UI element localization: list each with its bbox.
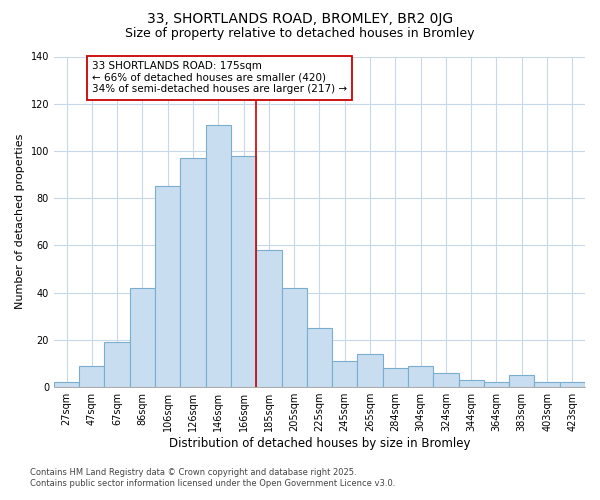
Bar xyxy=(181,158,206,387)
Bar xyxy=(79,366,104,387)
Bar xyxy=(535,382,560,387)
Bar xyxy=(54,382,79,387)
Bar xyxy=(155,186,181,387)
Bar xyxy=(458,380,484,387)
Bar xyxy=(104,342,130,387)
Bar xyxy=(307,328,332,387)
Bar xyxy=(408,366,433,387)
Y-axis label: Number of detached properties: Number of detached properties xyxy=(15,134,25,310)
Text: Size of property relative to detached houses in Bromley: Size of property relative to detached ho… xyxy=(125,28,475,40)
X-axis label: Distribution of detached houses by size in Bromley: Distribution of detached houses by size … xyxy=(169,437,470,450)
Bar xyxy=(206,125,231,387)
Bar xyxy=(484,382,509,387)
Bar xyxy=(433,373,458,387)
Bar xyxy=(130,288,155,387)
Bar xyxy=(560,382,585,387)
Bar xyxy=(383,368,408,387)
Bar xyxy=(281,288,307,387)
Bar xyxy=(358,354,383,387)
Bar xyxy=(231,156,256,387)
Bar xyxy=(509,376,535,387)
Bar xyxy=(256,250,281,387)
Text: 33, SHORTLANDS ROAD, BROMLEY, BR2 0JG: 33, SHORTLANDS ROAD, BROMLEY, BR2 0JG xyxy=(147,12,453,26)
Text: 33 SHORTLANDS ROAD: 175sqm
← 66% of detached houses are smaller (420)
34% of sem: 33 SHORTLANDS ROAD: 175sqm ← 66% of deta… xyxy=(92,61,347,94)
Bar xyxy=(332,361,358,387)
Text: Contains HM Land Registry data © Crown copyright and database right 2025.
Contai: Contains HM Land Registry data © Crown c… xyxy=(30,468,395,487)
